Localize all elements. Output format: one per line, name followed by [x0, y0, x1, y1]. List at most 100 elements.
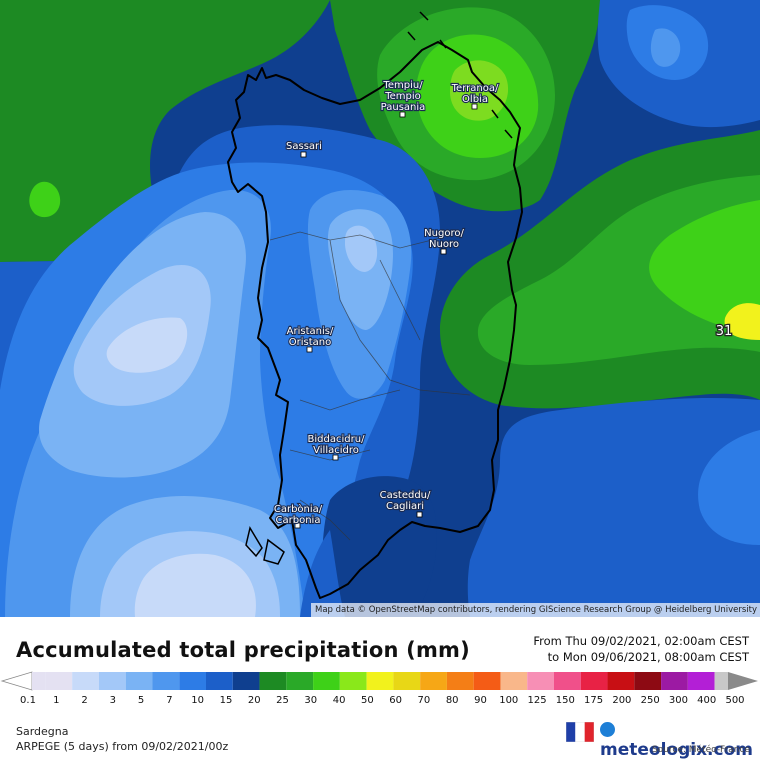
scale-cell [634, 672, 662, 690]
scale-tick-label: 500 [725, 695, 745, 706]
scale-cell [206, 672, 233, 690]
scale-tick-label: 1 [53, 695, 60, 706]
precip-band-15-20-northwest [0, 0, 330, 262]
precip-band-7-10-cagliari [300, 530, 345, 617]
svg-text:Oristano: Oristano [289, 337, 331, 348]
precip-band-5-7-southeast [698, 430, 760, 545]
precip-band-7-10-southeast [467, 398, 760, 617]
city-oristano[interactable]: Aristanis/ Oristano [286, 325, 335, 353]
scale-tick-label: 60 [389, 695, 402, 706]
scale-cell [366, 672, 394, 690]
map-attribution[interactable]: Map data © OpenStreetMap contributors, r… [311, 603, 760, 617]
scale-tick-label: 25 [276, 695, 289, 706]
scale-tick-label: 100 [499, 695, 519, 706]
province-borders [269, 231, 471, 541]
svg-text:Nugoro/: Nugoro/ [424, 228, 464, 239]
city-nuoro[interactable]: Nugoro/ Nuoro [423, 227, 466, 255]
scale-cell [473, 672, 501, 690]
scale-cell [72, 672, 99, 690]
scale-tick-label: 3 [109, 695, 117, 706]
scale-cell [580, 672, 608, 690]
city-cagliari[interactable]: Casteddu/ Cagliari [379, 489, 432, 518]
scale-tick-labels: 0.1 1 2 3 5 7 10 15 20 25 30 40 50 60 70 80 90 100 125 150 1… [0, 695, 760, 711]
scale-tick-label: 300 [668, 695, 688, 706]
svg-text:Carbònia/: Carbònia/ [274, 503, 323, 515]
model-info: ARPEGE (5 days) from 09/02/2021/00z [16, 740, 229, 753]
scale-tick-label: 5 [137, 695, 145, 706]
scale-cell [179, 672, 206, 690]
scale-cell [32, 672, 46, 690]
precip-band-25-30-east [649, 200, 760, 335]
precip-band-30-40-olbia [450, 60, 509, 121]
scale-cell [661, 672, 688, 690]
precip-band-0-1-southwest [134, 553, 256, 617]
scale-cell [45, 672, 73, 690]
scale-cell [446, 672, 474, 690]
scale-cell [393, 672, 421, 690]
period-from: From Thu 09/02/2021, 02:00am CEST [533, 634, 749, 648]
sardinia-coastline [227, 41, 523, 599]
scale-arrow-right [728, 672, 758, 690]
scale-cell [339, 672, 367, 690]
data-source: Source: Météo-France [651, 745, 750, 755]
precip-band-3-5-northeast [650, 28, 681, 67]
period-to: to Mon 09/06/2021, 08:00am CEST [547, 650, 749, 664]
city-olbia[interactable]: Terranoa/ Olbia [450, 82, 500, 110]
scale-tick-label: 400 [697, 695, 717, 706]
scale-cell [420, 672, 447, 690]
scale-cell [286, 672, 314, 690]
brand-logo[interactable]: meteologix.com [600, 720, 760, 760]
precip-band-20-25-east [477, 175, 760, 365]
max-value-label: 31 [716, 324, 733, 339]
scale-cell [500, 672, 528, 690]
scale-tick-label: 2 [81, 695, 88, 706]
scale-tick-label: 80 [445, 695, 459, 706]
sardinia-islets [245, 11, 513, 565]
scale-cell [232, 672, 260, 690]
scale-tick-label: 7 [166, 695, 173, 706]
svg-text:Aristanis/: Aristanis/ [287, 326, 334, 337]
svg-text:Terranoa/: Terranoa/ [451, 83, 499, 94]
scale-tick-label: 70 [417, 695, 431, 706]
scale-arrow-left [0, 671, 33, 691]
france-flag-icon [566, 722, 594, 742]
city-tempio[interactable]: Tempiu/ Tempio Pausania [380, 79, 426, 118]
city-villacidro[interactable]: Biddacidru/ Villacidro [306, 433, 366, 461]
precip-band-30-40-east [724, 303, 760, 340]
scale-tick-label: 175 [584, 695, 604, 706]
svg-text:Tempio: Tempio [384, 91, 421, 102]
svg-text:Carbonia: Carbonia [276, 515, 321, 526]
scale-cell [527, 672, 554, 690]
scale-tick-label: 0.1 [20, 695, 36, 706]
scale-tick-label: 200 [612, 695, 632, 706]
scale-tick-label: 10 [191, 695, 205, 706]
scale-tick-label: 15 [219, 695, 233, 706]
scale-cell [152, 672, 180, 690]
brand-logo-icon [600, 722, 615, 737]
city-carbonia[interactable]: Carbònia/ Carbonia [273, 502, 324, 529]
scale-tick-label: 250 [640, 695, 660, 706]
scale-tick-label: 150 [555, 695, 575, 706]
svg-text:Sassari: Sassari [286, 141, 322, 152]
scale-tick-label: 90 [474, 695, 487, 706]
precip-band-1-2-central [345, 225, 378, 272]
precipitation-map: Tempiu/ Tempio Pausania Terranoa/ Olbia … [0, 0, 760, 617]
svg-text:Pausania: Pausania [381, 102, 426, 113]
color-scale [0, 671, 758, 691]
svg-text:Tempiu/: Tempiu/ [382, 80, 423, 91]
scale-tick-label: 40 [332, 695, 346, 706]
scale-cell [313, 672, 340, 690]
brand-name: meteologix.com [600, 740, 753, 760]
scale-cell [714, 672, 728, 690]
scale-cell [125, 672, 153, 690]
scale-cell [687, 672, 715, 690]
scale-cell [98, 672, 126, 690]
legend-title: Accumulated total precipitation (mm) [16, 638, 470, 662]
precip-band-20-25-west [29, 181, 61, 218]
city-sassari[interactable]: Sassari [285, 140, 323, 158]
scale-cell [259, 672, 287, 690]
svg-text:Villacidro: Villacidro [313, 445, 359, 456]
scale-tick-label: 30 [304, 695, 318, 706]
svg-text:Cagliari: Cagliari [386, 501, 424, 512]
svg-text:Biddacidru/: Biddacidru/ [308, 434, 366, 445]
